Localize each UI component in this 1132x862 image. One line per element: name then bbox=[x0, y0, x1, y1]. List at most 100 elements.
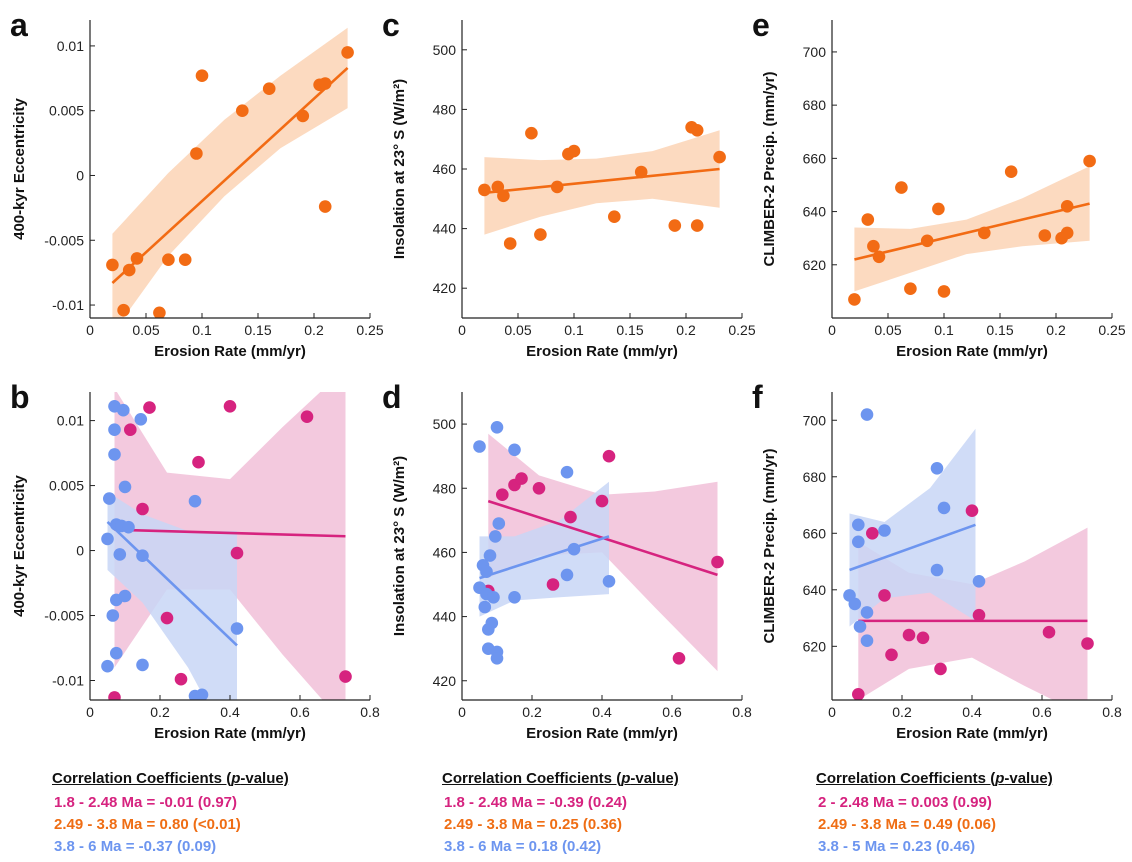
panel-e: 0 0.05 0.1 0.15 0.2 0.25 620 640 660 680 700 Erosio… bbox=[752, 7, 1126, 360]
data-point-blue bbox=[848, 597, 862, 611]
x-tick-label: 0.6 bbox=[1032, 704, 1052, 720]
data-point-blue bbox=[860, 408, 874, 421]
correlation-block-right: Correlation Coefficients (p-value) 2 - 2… bbox=[816, 768, 1132, 858]
panel-a: 0 0.05 0.1 0.15 0.2 0.25 -0.01 -0.005 0 0.005 0.01… bbox=[10, 7, 384, 360]
x-tick-label: 0.2 bbox=[304, 322, 324, 338]
data-point-orange bbox=[153, 306, 166, 318]
plot-area bbox=[843, 408, 1094, 700]
data-point-pink bbox=[878, 589, 891, 602]
data-point-pink bbox=[916, 631, 930, 645]
y-tick-label: -0.01 bbox=[52, 673, 84, 689]
correlation-line-orange: 2.49 - 3.8 Ma = 0.80 (<0.01) bbox=[54, 816, 241, 833]
data-point-blue bbox=[478, 600, 492, 614]
regression-line-orange bbox=[111, 66, 349, 284]
data-point-orange bbox=[341, 46, 354, 59]
data-point-orange bbox=[550, 180, 564, 194]
x-tick-label: 0 bbox=[828, 322, 836, 338]
y-tick-label: 480 bbox=[433, 480, 457, 496]
data-point-blue bbox=[567, 542, 581, 556]
data-point-orange bbox=[318, 77, 332, 90]
data-point-blue bbox=[118, 480, 132, 494]
data-point-blue bbox=[136, 658, 149, 672]
confidence-band-blue bbox=[849, 428, 976, 627]
regression-line-blue bbox=[849, 523, 976, 572]
data-point-orange bbox=[503, 237, 517, 250]
x-tick-label: 0.2 bbox=[522, 704, 542, 720]
data-point-blue bbox=[117, 403, 130, 417]
data-point-orange bbox=[713, 150, 726, 164]
data-point-pink bbox=[192, 455, 205, 469]
correlation-heading: Correlation Coefficients (p-value) bbox=[442, 770, 679, 787]
x-tick-label: 0.1 bbox=[192, 322, 212, 338]
data-point-orange bbox=[690, 219, 704, 232]
data-point-blue bbox=[560, 568, 574, 582]
correlation-line-pink: 1.8 - 2.48 Ma = -0.01 (0.97) bbox=[54, 794, 238, 811]
correlation-line-pink: 2 - 2.48 Ma = 0.003 (0.99) bbox=[818, 794, 992, 811]
data-point-pink bbox=[339, 670, 352, 683]
data-point-blue bbox=[860, 606, 874, 619]
data-point-blue bbox=[972, 575, 986, 588]
data-point-blue bbox=[930, 462, 944, 475]
regression-line-blue bbox=[479, 535, 610, 580]
y-tick-label: 0.01 bbox=[57, 413, 84, 429]
data-point-blue bbox=[853, 620, 867, 633]
correlation-block-left: Correlation Coefficients (p-value) 1.8 -… bbox=[52, 768, 382, 858]
x-tick-label: 0.25 bbox=[1098, 322, 1125, 338]
data-point-pink bbox=[1081, 637, 1094, 650]
data-point-pink bbox=[934, 662, 947, 676]
x-tick-label: 0.15 bbox=[616, 322, 643, 338]
data-point-pink bbox=[136, 502, 149, 516]
correlation-line-blue: 3.8 - 6 Ma = 0.18 (0.42) bbox=[444, 838, 602, 855]
x-tick-label: 0.8 bbox=[1102, 704, 1122, 720]
y-tick-label: 0 bbox=[76, 167, 84, 183]
data-point-pink bbox=[602, 449, 616, 463]
y-tick-label: 0.01 bbox=[57, 38, 84, 54]
y-tick-label: 500 bbox=[433, 42, 457, 58]
y-tick-label: 660 bbox=[803, 150, 827, 166]
correlation-heading: Correlation Coefficients (p-value) bbox=[52, 770, 289, 787]
y-tick-label: 0 bbox=[76, 543, 84, 559]
data-point-orange bbox=[190, 147, 203, 160]
x-tick-label: 0 bbox=[458, 322, 466, 338]
y-tick-label: 700 bbox=[803, 412, 827, 428]
data-point-blue bbox=[483, 549, 497, 562]
panel-d: 0 0.2 0.4 0.6 0.8 420 440 460 480 500 Erosion Rate… bbox=[382, 379, 752, 742]
data-point-orange bbox=[937, 285, 951, 298]
data-point-pink bbox=[972, 608, 986, 622]
y-tick-label: 660 bbox=[803, 525, 827, 541]
data-point-blue bbox=[108, 448, 121, 461]
x-tick-label: 0.05 bbox=[132, 322, 159, 338]
x-tick-label: 0 bbox=[828, 704, 836, 720]
correlation-line-orange: 2.49 - 3.8 Ma = 0.25 (0.36) bbox=[444, 816, 623, 833]
y-axis-label: CLIMBER-2 Precip. (mm/yr) bbox=[761, 448, 778, 643]
x-axis-label: Erosion Rate (mm/yr) bbox=[896, 343, 1048, 360]
y-tick-label: -0.01 bbox=[52, 297, 84, 313]
x-axis-label: Erosion Rate (mm/yr) bbox=[526, 725, 678, 742]
panel-b: 0 0.2 0.4 0.6 0.8 -0.01 -0.005 0 0.005 0.01 Erosio… bbox=[10, 379, 380, 742]
regression-line-orange bbox=[854, 202, 1090, 261]
x-tick-label: 0.8 bbox=[360, 704, 380, 720]
confidence-band-orange bbox=[854, 166, 1090, 292]
y-tick-label: 500 bbox=[433, 416, 457, 432]
data-point-orange bbox=[608, 210, 621, 223]
y-tick-label: 480 bbox=[433, 101, 457, 117]
data-point-pink bbox=[160, 611, 174, 625]
plot-area bbox=[473, 421, 724, 672]
data-point-orange bbox=[262, 82, 276, 95]
correlation-heading: Correlation Coefficients (p-value) bbox=[816, 770, 1053, 787]
data-point-blue bbox=[485, 616, 499, 630]
y-axis-label: Insolation at 23° S (W/m²) bbox=[391, 79, 408, 259]
data-point-blue bbox=[490, 421, 504, 434]
y-tick-label: 680 bbox=[803, 97, 827, 113]
data-point-pink bbox=[230, 546, 244, 560]
data-point-pink bbox=[174, 672, 188, 686]
data-point-pink bbox=[496, 488, 509, 502]
regression-line-pink bbox=[114, 528, 346, 538]
data-point-blue bbox=[106, 609, 120, 622]
x-axis-label: Erosion Rate (mm/yr) bbox=[154, 343, 306, 360]
y-tick-label: 0.005 bbox=[49, 103, 84, 119]
x-tick-label: 0 bbox=[86, 322, 94, 338]
y-tick-label: -0.005 bbox=[44, 608, 84, 624]
y-tick-label: 440 bbox=[433, 221, 457, 237]
data-point-orange bbox=[690, 124, 704, 137]
